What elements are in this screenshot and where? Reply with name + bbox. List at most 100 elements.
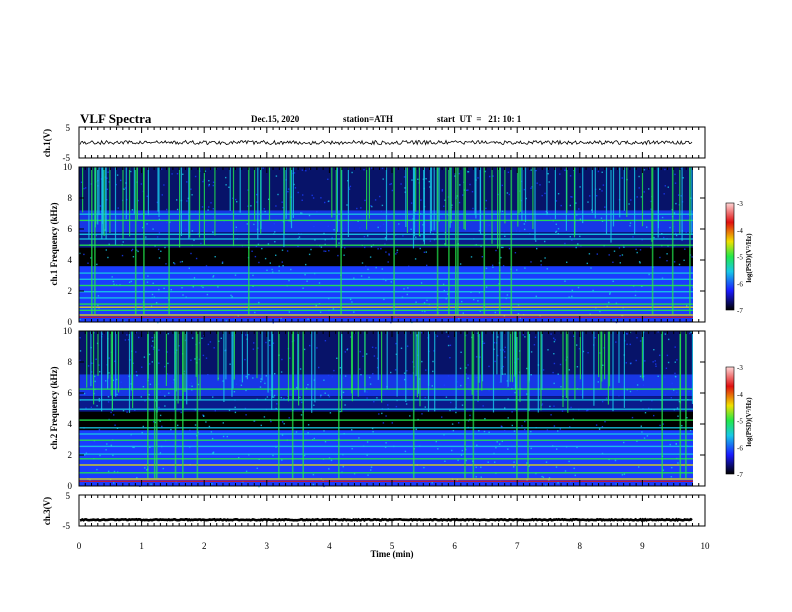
noise-speck [504, 356, 506, 359]
noise-speck [264, 257, 267, 260]
noise-speck [396, 249, 399, 251]
sferic-column [497, 167, 499, 249]
sferic-column [128, 331, 131, 413]
noise-speck [364, 199, 366, 202]
noise-speck [358, 437, 360, 439]
noise-speck [238, 457, 240, 459]
noise-speck [98, 364, 100, 366]
noise-speck [515, 230, 518, 232]
noise-speck [506, 386, 508, 389]
noise-speck [587, 409, 589, 411]
noise-speck [164, 365, 166, 368]
noise-speck [569, 204, 571, 207]
noise-speck [419, 286, 422, 288]
noise-speck [391, 189, 394, 192]
noise-speck [559, 428, 561, 430]
noise-speck [274, 267, 276, 269]
noise-speck [85, 407, 87, 409]
sferic-column [455, 331, 457, 409]
noise-speck [507, 448, 509, 450]
noise-speck [363, 235, 366, 238]
noise-speck [115, 183, 117, 186]
noise-speck [138, 210, 140, 213]
noise-speck [170, 428, 172, 431]
noise-speck [149, 305, 152, 307]
noise-speck [494, 461, 496, 463]
noise-speck [250, 205, 252, 207]
noise-speck [114, 424, 116, 426]
noise-speck [438, 450, 440, 453]
noise-speck [604, 421, 606, 423]
noise-speck [320, 246, 323, 248]
noise-speck [272, 322, 274, 324]
sferic-strong [483, 167, 486, 315]
noise-speck [460, 454, 463, 456]
x-tick-label: 4 [327, 541, 332, 551]
noise-speck [405, 403, 408, 405]
noise-speck [575, 202, 577, 204]
noise-speck [96, 405, 98, 407]
noise-speck [390, 315, 392, 317]
noise-speck [172, 289, 174, 291]
noise-speck [268, 198, 270, 200]
noise-speck [641, 473, 644, 475]
noise-speck [649, 275, 651, 277]
noise-speck [113, 414, 115, 416]
sferic-strong [661, 331, 663, 479]
sferic-column [257, 167, 259, 240]
noise-speck [146, 469, 148, 471]
noise-speck [283, 423, 285, 425]
noise-speck [289, 319, 291, 322]
noise-speck [131, 440, 134, 443]
noise-speck [476, 390, 478, 392]
noise-speck [571, 196, 573, 198]
noise-speck [664, 376, 666, 378]
noise-speck [424, 310, 426, 313]
noise-speck [263, 380, 266, 382]
noise-speck [153, 421, 155, 423]
frequency-band [79, 439, 693, 441]
noise-speck [477, 442, 480, 444]
noise-speck [470, 256, 473, 258]
noise-speck [283, 397, 285, 400]
sferic-column [565, 331, 567, 398]
noise-speck [107, 171, 109, 173]
noise-speck [236, 201, 238, 203]
x-tick-label: 3 [265, 541, 270, 551]
sferic-column [368, 167, 370, 219]
noise-speck [625, 440, 627, 442]
noise-speck [406, 345, 409, 347]
noise-speck [443, 384, 446, 386]
noise-speck [456, 479, 459, 481]
sferic-strong [464, 331, 466, 479]
sferic-strong [671, 167, 674, 315]
sferic-column [165, 331, 167, 386]
noise-speck [651, 400, 653, 402]
noise-speck [302, 194, 304, 196]
noise-speck [555, 230, 558, 233]
waveform-line [79, 517, 693, 522]
noise-speck [130, 294, 133, 296]
noise-speck [458, 226, 460, 229]
noise-speck [431, 267, 434, 269]
noise-speck [339, 410, 341, 413]
noise-speck [134, 409, 136, 411]
noise-speck [611, 448, 613, 450]
noise-speck [513, 466, 515, 468]
noise-speck [307, 384, 309, 386]
noise-speck [493, 342, 495, 344]
noise-speck [500, 256, 502, 259]
noise-speck [115, 378, 118, 381]
noise-speck [258, 486, 260, 488]
noise-speck [136, 477, 138, 479]
noise-speck [369, 376, 371, 379]
sferic-column [475, 167, 477, 219]
noise-speck [275, 205, 277, 207]
noise-speck [564, 470, 567, 472]
noise-speck [667, 361, 670, 364]
noise-speck [377, 226, 379, 229]
noise-speck [670, 476, 673, 478]
noise-speck [254, 255, 257, 258]
noise-speck [601, 426, 604, 428]
noise-speck [650, 208, 652, 210]
